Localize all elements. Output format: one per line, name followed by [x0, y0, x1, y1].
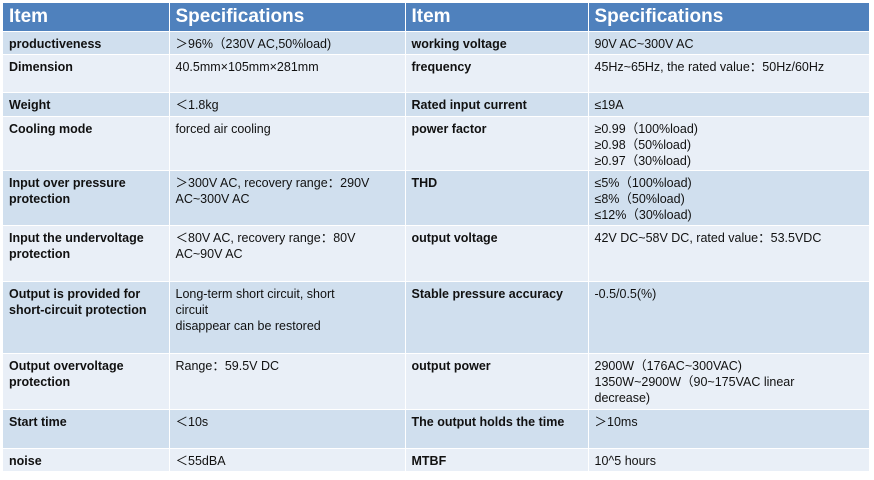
spec-value-left: ＞96%（230V AC,50%load): [169, 31, 406, 55]
header-row: Item Specifications Item Specifications: [3, 3, 870, 32]
item-label-right: output power: [405, 353, 589, 410]
spec-line: ≤8%（50%load): [594, 192, 685, 206]
item-label-left: noise: [3, 448, 170, 472]
item-label-right: power factor: [405, 116, 589, 171]
item-label-left: Input the undervoltage protection: [3, 225, 170, 282]
item-label-right: working voltage: [405, 31, 589, 55]
item-label-right: frequency: [405, 54, 589, 93]
item-label-right: Rated input current: [405, 92, 589, 117]
table-row: Output is provided for short-circuit pro…: [3, 281, 870, 354]
spec-value-right: 10^5 hours: [588, 448, 870, 472]
spec-line: ＜10s: [175, 415, 209, 429]
item-label-right: THD: [405, 170, 589, 226]
item-label-left: productiveness: [3, 31, 170, 55]
spec-line: ≤19A: [594, 98, 624, 112]
spec-value-left: ＜80V AC, recovery range：80V AC~90V AC: [169, 225, 406, 282]
spec-value-right: 2900W（176AC~300VAC) 1350W~2900W（90~175VAC…: [588, 353, 870, 410]
header-spec-left: Specifications: [169, 3, 406, 32]
header-item-left: Item: [3, 3, 170, 32]
table-body: productiveness ＞96%（230V AC,50%load) worki…: [3, 31, 870, 472]
item-label-left: Cooling mode: [3, 116, 170, 171]
table-row: Cooling mode forced air cooling power fact…: [3, 116, 870, 171]
table-row: Weight ＜1.8kg Rated input current ≤19A: [3, 92, 870, 117]
spec-line: ≥0.97（30%load): [594, 154, 692, 168]
spec-line: decrease): [594, 391, 651, 405]
item-label-right: Stable pressure accuracy: [405, 281, 589, 354]
spec-value-left: 40.5mm×105mm×281mm: [169, 54, 406, 93]
spec-line: ＜80V AC, recovery range：80V: [175, 231, 356, 245]
spec-value-left: Range：59.5V DC: [169, 353, 406, 410]
spec-value-left: ＜1.8kg: [169, 92, 406, 117]
spec-line: 10^5 hours: [594, 454, 656, 468]
spec-value-left: ＞300V AC, recovery range：290V AC~300V AC: [169, 170, 406, 226]
table-row: noise ＜55dBA MTBF 10^5 hours: [3, 448, 870, 472]
spec-line: ＜1.8kg: [175, 98, 219, 112]
spec-value-left: forced air cooling: [169, 116, 406, 171]
spec-line: Range：59.5V DC: [175, 359, 280, 373]
spec-line: ≤5%（100%load): [594, 176, 692, 190]
spec-line: AC~90V AC: [175, 247, 243, 261]
spec-line: ＞96%（230V AC,50%load): [175, 37, 332, 51]
spec-line: disappear can be restored: [175, 319, 321, 333]
spec-line: ≤12%（30%load): [594, 208, 692, 222]
header-spec-right: Specifications: [588, 3, 870, 32]
spec-line: 45Hz~65Hz, the rated value：50Hz/60Hz: [594, 60, 825, 74]
spec-line: -0.5/0.5(%): [594, 287, 657, 301]
item-label-left: Output overvoltage protection: [3, 353, 170, 410]
table-row: Start time ＜10s The output holds the time ＞…: [3, 409, 870, 449]
table-row: Input over pressure protection ＞300V AC, …: [3, 170, 870, 226]
spec-value-left: ＜10s: [169, 409, 406, 449]
spec-value-left: ＜55dBA: [169, 448, 406, 472]
spec-line: circuit: [175, 303, 209, 317]
item-label-left: Dimension: [3, 54, 170, 93]
spec-value-right: ＞10ms: [588, 409, 870, 449]
spec-line: 40.5mm×105mm×281mm: [175, 60, 319, 74]
spec-line: ≥0.98（50%load): [594, 138, 692, 152]
item-label-left: Weight: [3, 92, 170, 117]
spec-line: 42V DC~58V DC, rated value：53.5VDC: [594, 231, 822, 245]
spec-table: Item Specifications Item Specifications …: [3, 3, 870, 472]
table-row: Output overvoltage protection Range：59.5V…: [3, 353, 870, 410]
spec-value-right: -0.5/0.5(%): [588, 281, 870, 354]
spec-value-right: ≤19A: [588, 92, 870, 117]
spec-line: 1350W~2900W（90~175VAC linear: [594, 375, 795, 389]
spec-value-right: 45Hz~65Hz, the rated value：50Hz/60Hz: [588, 54, 870, 93]
spec-value-left: Long-term short circuit, short circuit dis…: [169, 281, 406, 354]
spec-line: AC~300V AC: [175, 192, 250, 206]
table-row: Dimension 40.5mm×105mm×281mm frequency 45Hz…: [3, 54, 870, 93]
spec-value-right: ≥0.99（100%load) ≥0.98（50%load) ≥0.97（30%lo…: [588, 116, 870, 171]
spec-line: ＞300V AC, recovery range：290V: [175, 176, 370, 190]
item-label-right: MTBF: [405, 448, 589, 472]
item-label-left: Start time: [3, 409, 170, 449]
table-row: productiveness ＞96%（230V AC,50%load) worki…: [3, 31, 870, 55]
spec-line: ＜55dBA: [175, 454, 226, 468]
header-item-right: Item: [405, 3, 589, 32]
item-label-left: Input over pressure protection: [3, 170, 170, 226]
item-label-right: The output holds the time: [405, 409, 589, 449]
item-label-right: output voltage: [405, 225, 589, 282]
spec-line: ≥0.99（100%load): [594, 122, 698, 136]
table-row: Input the undervoltage protection ＜80V AC…: [3, 225, 870, 282]
spec-line: 90V AC~300V AC: [594, 37, 694, 51]
spec-line: 2900W（176AC~300VAC): [594, 359, 742, 373]
spec-line: ＞10ms: [594, 415, 638, 429]
item-label-left: Output is provided for short-circuit pro…: [3, 281, 170, 354]
spec-line: forced air cooling: [175, 122, 271, 136]
spec-value-right: 90V AC~300V AC: [588, 31, 870, 55]
spec-line: Long-term short circuit, short: [175, 287, 335, 301]
spec-value-right: ≤5%（100%load) ≤8%（50%load) ≤12%（30%load): [588, 170, 870, 226]
spec-value-right: 42V DC~58V DC, rated value：53.5VDC: [588, 225, 870, 282]
